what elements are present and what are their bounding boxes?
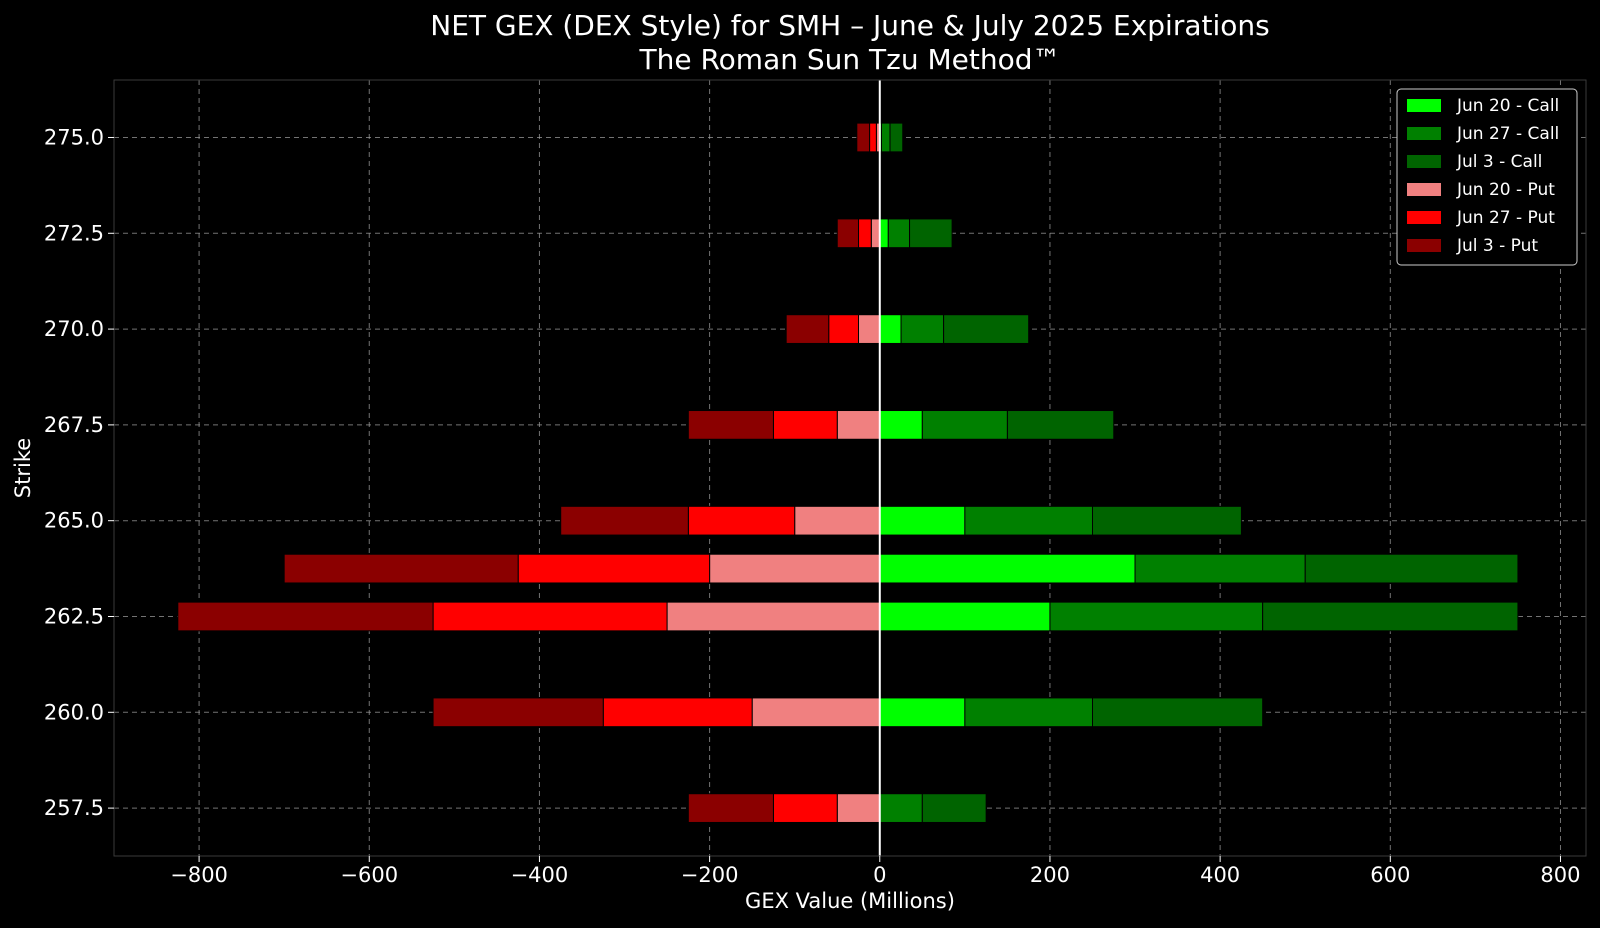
bar-jun-27-put-262-5 bbox=[432, 601, 668, 632]
legend-swatch bbox=[1407, 155, 1441, 168]
bar-jun-27-call-257-5 bbox=[879, 793, 923, 823]
x-axis-label: GEX Value (Millions) bbox=[745, 889, 955, 913]
x-tick-label: 0 bbox=[873, 863, 886, 887]
bar-jun-20-call-265 bbox=[879, 505, 966, 536]
bar-jul-3-call-265 bbox=[1091, 505, 1242, 536]
bar-jun-27-call-263-75 bbox=[1134, 553, 1306, 584]
bar-jun-20-call-272-5 bbox=[879, 218, 889, 249]
bar-jul-3-call-257-5 bbox=[921, 793, 987, 823]
plot-frame bbox=[113, 79, 1587, 857]
y-tick-label: 270.0 bbox=[44, 317, 104, 341]
bar-jun-20-put-260 bbox=[751, 697, 881, 728]
bar-jul-3-call-263-75 bbox=[1304, 553, 1519, 584]
bar-jun-27-put-265 bbox=[687, 505, 796, 536]
x-tick-label: 400 bbox=[1200, 863, 1240, 887]
bar-jul-3-put-263-75 bbox=[283, 553, 519, 584]
y-tick-label: 267.5 bbox=[44, 413, 104, 437]
x-tick-label: 600 bbox=[1370, 863, 1410, 887]
bar-jun-20-put-265 bbox=[794, 505, 881, 536]
bar-jun-27-call-260 bbox=[964, 697, 1093, 728]
bar-jul-3-put-272-5 bbox=[836, 218, 860, 249]
chart-subtitle: The Roman Sun Tzu Method™ bbox=[638, 43, 1060, 76]
bar-jul-3-put-270 bbox=[785, 314, 830, 344]
legend-label: Jun 20 - Call bbox=[1456, 96, 1559, 116]
x-tick-label: 800 bbox=[1540, 863, 1580, 887]
bar-jun-27-put-272-5 bbox=[858, 218, 872, 249]
bar-jun-27-put-263-75 bbox=[517, 553, 711, 584]
bar-jul-3-call-275 bbox=[889, 122, 904, 153]
bar-jun-20-put-267-5 bbox=[836, 410, 881, 440]
y-tick-label: 275.0 bbox=[44, 125, 104, 149]
bar-jun-27-put-267-5 bbox=[772, 410, 838, 440]
bar-jul-3-put-260 bbox=[432, 697, 604, 728]
x-tick-layer: −800 −600 −400 −200 0 200 400 600 800 bbox=[170, 856, 1581, 887]
x-tick-label: −400 bbox=[511, 863, 569, 887]
legend-label: Jun 27 - Call bbox=[1456, 124, 1559, 144]
bar-jun-20-call-270 bbox=[879, 314, 902, 344]
x-tick-label: 200 bbox=[1030, 863, 1070, 887]
legend-label: Jun 20 - Put bbox=[1456, 180, 1555, 200]
legend-label: Jul 3 - Call bbox=[1456, 152, 1542, 172]
bar-jun-27-call-267-5 bbox=[921, 410, 1008, 440]
bar-jun-20-put-270 bbox=[858, 314, 881, 344]
y-tick-label: 272.5 bbox=[44, 221, 104, 245]
y-tick-layer: 257.5 260.0 262.5 265.0 267.5 270.0 272.5 275.0 bbox=[44, 125, 114, 820]
x-tick-label: −200 bbox=[681, 863, 739, 887]
bar-jun-27-put-270 bbox=[828, 314, 860, 344]
bar-jun-20-put-263-75 bbox=[709, 553, 881, 584]
bar-jun-27-put-257-5 bbox=[772, 793, 838, 823]
legend-swatch bbox=[1407, 127, 1441, 140]
bar-jun-20-put-257-5 bbox=[836, 793, 881, 823]
x-tick-label: −800 bbox=[170, 863, 228, 887]
bar-jul-3-call-262-5 bbox=[1262, 601, 1519, 632]
bar-jul-3-call-260 bbox=[1091, 697, 1264, 728]
bar-jun-20-put-262-5 bbox=[666, 601, 881, 632]
legend: Jun 20 - Call Jun 27 - Call Jul 3 - Call Ju… bbox=[1396, 88, 1578, 266]
bar-jun-20-call-260 bbox=[879, 697, 966, 728]
bar-jul-3-put-275 bbox=[856, 122, 871, 153]
bar-jun-27-put-260 bbox=[602, 697, 753, 728]
legend-label: Jul 3 - Put bbox=[1456, 236, 1538, 256]
legend-label: Jun 27 - Put bbox=[1456, 208, 1555, 228]
y-tick-label: 257.5 bbox=[44, 796, 104, 820]
bar-jun-20-call-263-75 bbox=[879, 553, 1136, 584]
bar-jul-3-call-272-5 bbox=[909, 218, 953, 249]
y-tick-label: 265.0 bbox=[44, 509, 104, 533]
bar-jun-27-call-270 bbox=[900, 314, 945, 344]
bar-jul-3-put-267-5 bbox=[687, 410, 774, 440]
bar-jun-20-call-267-5 bbox=[879, 410, 923, 440]
y-axis-label: Strike bbox=[11, 438, 35, 498]
chart-title: NET GEX (DEX Style) for SMH – June & Jul… bbox=[430, 9, 1269, 42]
bar-jun-27-call-272-5 bbox=[887, 218, 911, 249]
bar-layer bbox=[177, 122, 1519, 823]
bar-jul-3-put-265 bbox=[560, 505, 689, 536]
bar-jul-3-put-262-5 bbox=[177, 601, 434, 632]
bar-jun-20-put-272-5 bbox=[870, 218, 881, 249]
legend-swatch bbox=[1407, 183, 1441, 196]
y-tick-label: 260.0 bbox=[44, 700, 104, 724]
y-tick-label: 262.5 bbox=[44, 604, 104, 628]
bar-jun-27-put-275 bbox=[869, 122, 877, 153]
legend-swatch bbox=[1407, 99, 1441, 112]
legend-swatch bbox=[1407, 239, 1441, 252]
legend-swatch bbox=[1407, 211, 1441, 224]
bar-jul-3-call-267-5 bbox=[1006, 410, 1115, 440]
legend-frame bbox=[1396, 88, 1578, 266]
bar-jun-20-call-262-5 bbox=[879, 601, 1051, 632]
bar-jul-3-put-257-5 bbox=[687, 793, 774, 823]
bar-jun-27-call-275 bbox=[880, 122, 891, 153]
bar-jun-27-call-262-5 bbox=[1049, 601, 1264, 632]
bar-jul-3-call-270 bbox=[943, 314, 1030, 344]
x-tick-label: −600 bbox=[340, 863, 398, 887]
bar-jun-27-call-265 bbox=[964, 505, 1093, 536]
